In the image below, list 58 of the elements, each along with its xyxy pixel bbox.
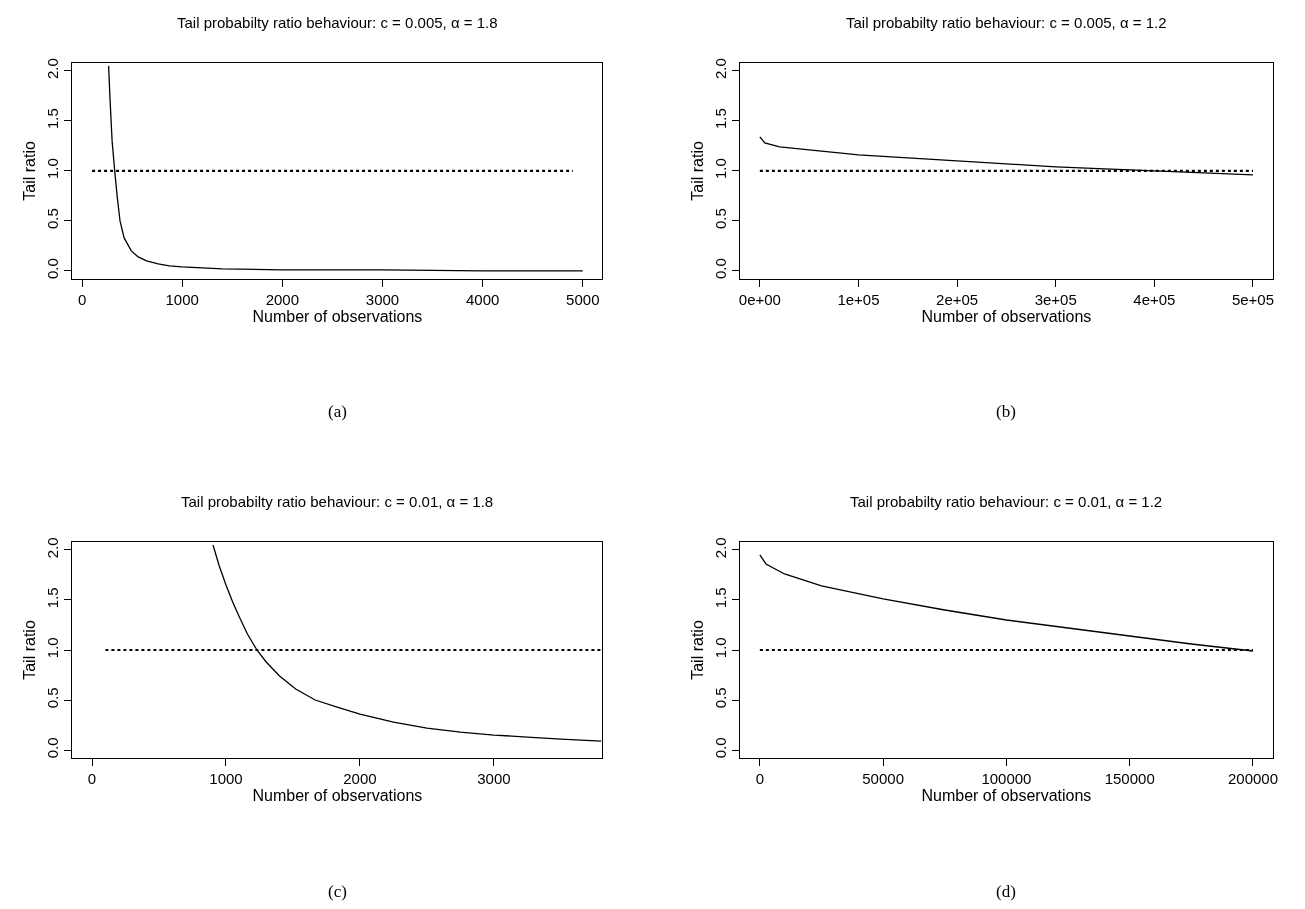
- x-tick-label: 5e+05: [1231, 291, 1275, 309]
- line-series: [759, 136, 1254, 176]
- y-tick-label: 1.5: [44, 108, 62, 130]
- y-tick-label: 1.0: [44, 637, 62, 659]
- x-tick-label: 0: [77, 291, 87, 309]
- x-tick-label: 0: [87, 770, 97, 788]
- y-tick-label: 1.0: [44, 158, 62, 180]
- y-tick-label: 1.5: [712, 108, 730, 130]
- y-axis-title: Tail ratio: [688, 620, 706, 680]
- x-tick-label: 1000: [165, 291, 199, 309]
- y-tick-label: 1.5: [712, 587, 730, 609]
- chart-title: Tail probabilty ratio behaviour: c = 0.01, α = 1.2: [850, 493, 1163, 510]
- x-axis-title: Number of observations: [252, 787, 423, 805]
- x-tick-label: 0e+00: [738, 291, 781, 309]
- x-axis-title: Number of observations: [252, 308, 423, 326]
- text: (c): [328, 882, 347, 901]
- y-tick-label: 2.0: [712, 537, 730, 559]
- y-tick-label: 0.5: [44, 208, 62, 230]
- y-axis-title: Tail ratio: [21, 620, 39, 680]
- x-tick-label: 5000: [566, 291, 600, 309]
- y-tick-label: 1.5: [44, 587, 62, 609]
- y-tick-label: 0.0: [712, 258, 730, 280]
- x-axis-title: Number of observations: [921, 787, 1092, 805]
- x-tick-label: 4000: [465, 291, 500, 309]
- x-tick-label: 150000: [1104, 770, 1155, 788]
- x-tick-label: 0: [755, 770, 765, 788]
- y-tick-label: 0.5: [712, 208, 730, 230]
- x-tick-label: 50000: [862, 770, 904, 788]
- y-tick-label: 1.0: [712, 637, 730, 659]
- x-tick-label: 200000: [1227, 770, 1279, 788]
- chart-title: Tail probabilty ratio behaviour: c = 0.005, α = 1.2: [846, 14, 1167, 31]
- chart-title: Tail probabilty ratio behaviour: c = 0.005, α = 1.8: [177, 14, 498, 31]
- x-tick-label: 2e+05: [936, 291, 979, 309]
- x-tick-label: 100000: [981, 770, 1032, 788]
- x-tick-label: 3000: [477, 770, 511, 788]
- text: (a): [328, 402, 347, 421]
- y-tick-label: 0.0: [44, 737, 62, 759]
- x-tick-label: 2000: [343, 770, 377, 788]
- y-tick-label: 0.0: [712, 737, 730, 759]
- y-tick-label: 0.0: [44, 258, 62, 280]
- y-tick-label: 2.0: [44, 58, 62, 80]
- x-tick-label: 3e+05: [1034, 291, 1077, 309]
- x-axis-title: Number of observations: [921, 308, 1092, 326]
- y-axis-title: Tail ratio: [21, 140, 39, 201]
- text: (b): [996, 402, 1016, 421]
- y-tick-label: 0.5: [44, 687, 62, 709]
- chart-title: Tail probabilty ratio behaviour: c = 0.01, α = 1.8: [181, 493, 494, 510]
- x-tick-label: 4e+05: [1133, 291, 1176, 309]
- x-tick-label: 2000: [265, 291, 300, 309]
- y-tick-label: 1.0: [712, 158, 730, 180]
- y-tick-label: 2.0: [712, 58, 730, 80]
- y-axis-title: Tail ratio: [688, 140, 706, 201]
- text: (d): [996, 882, 1016, 901]
- y-tick-label: 2.0: [44, 537, 62, 559]
- x-tick-label: 3000: [365, 291, 400, 309]
- y-tick-label: 0.5: [712, 687, 730, 709]
- x-tick-label: 1000: [209, 770, 243, 788]
- x-tick-label: 1e+05: [837, 291, 880, 309]
